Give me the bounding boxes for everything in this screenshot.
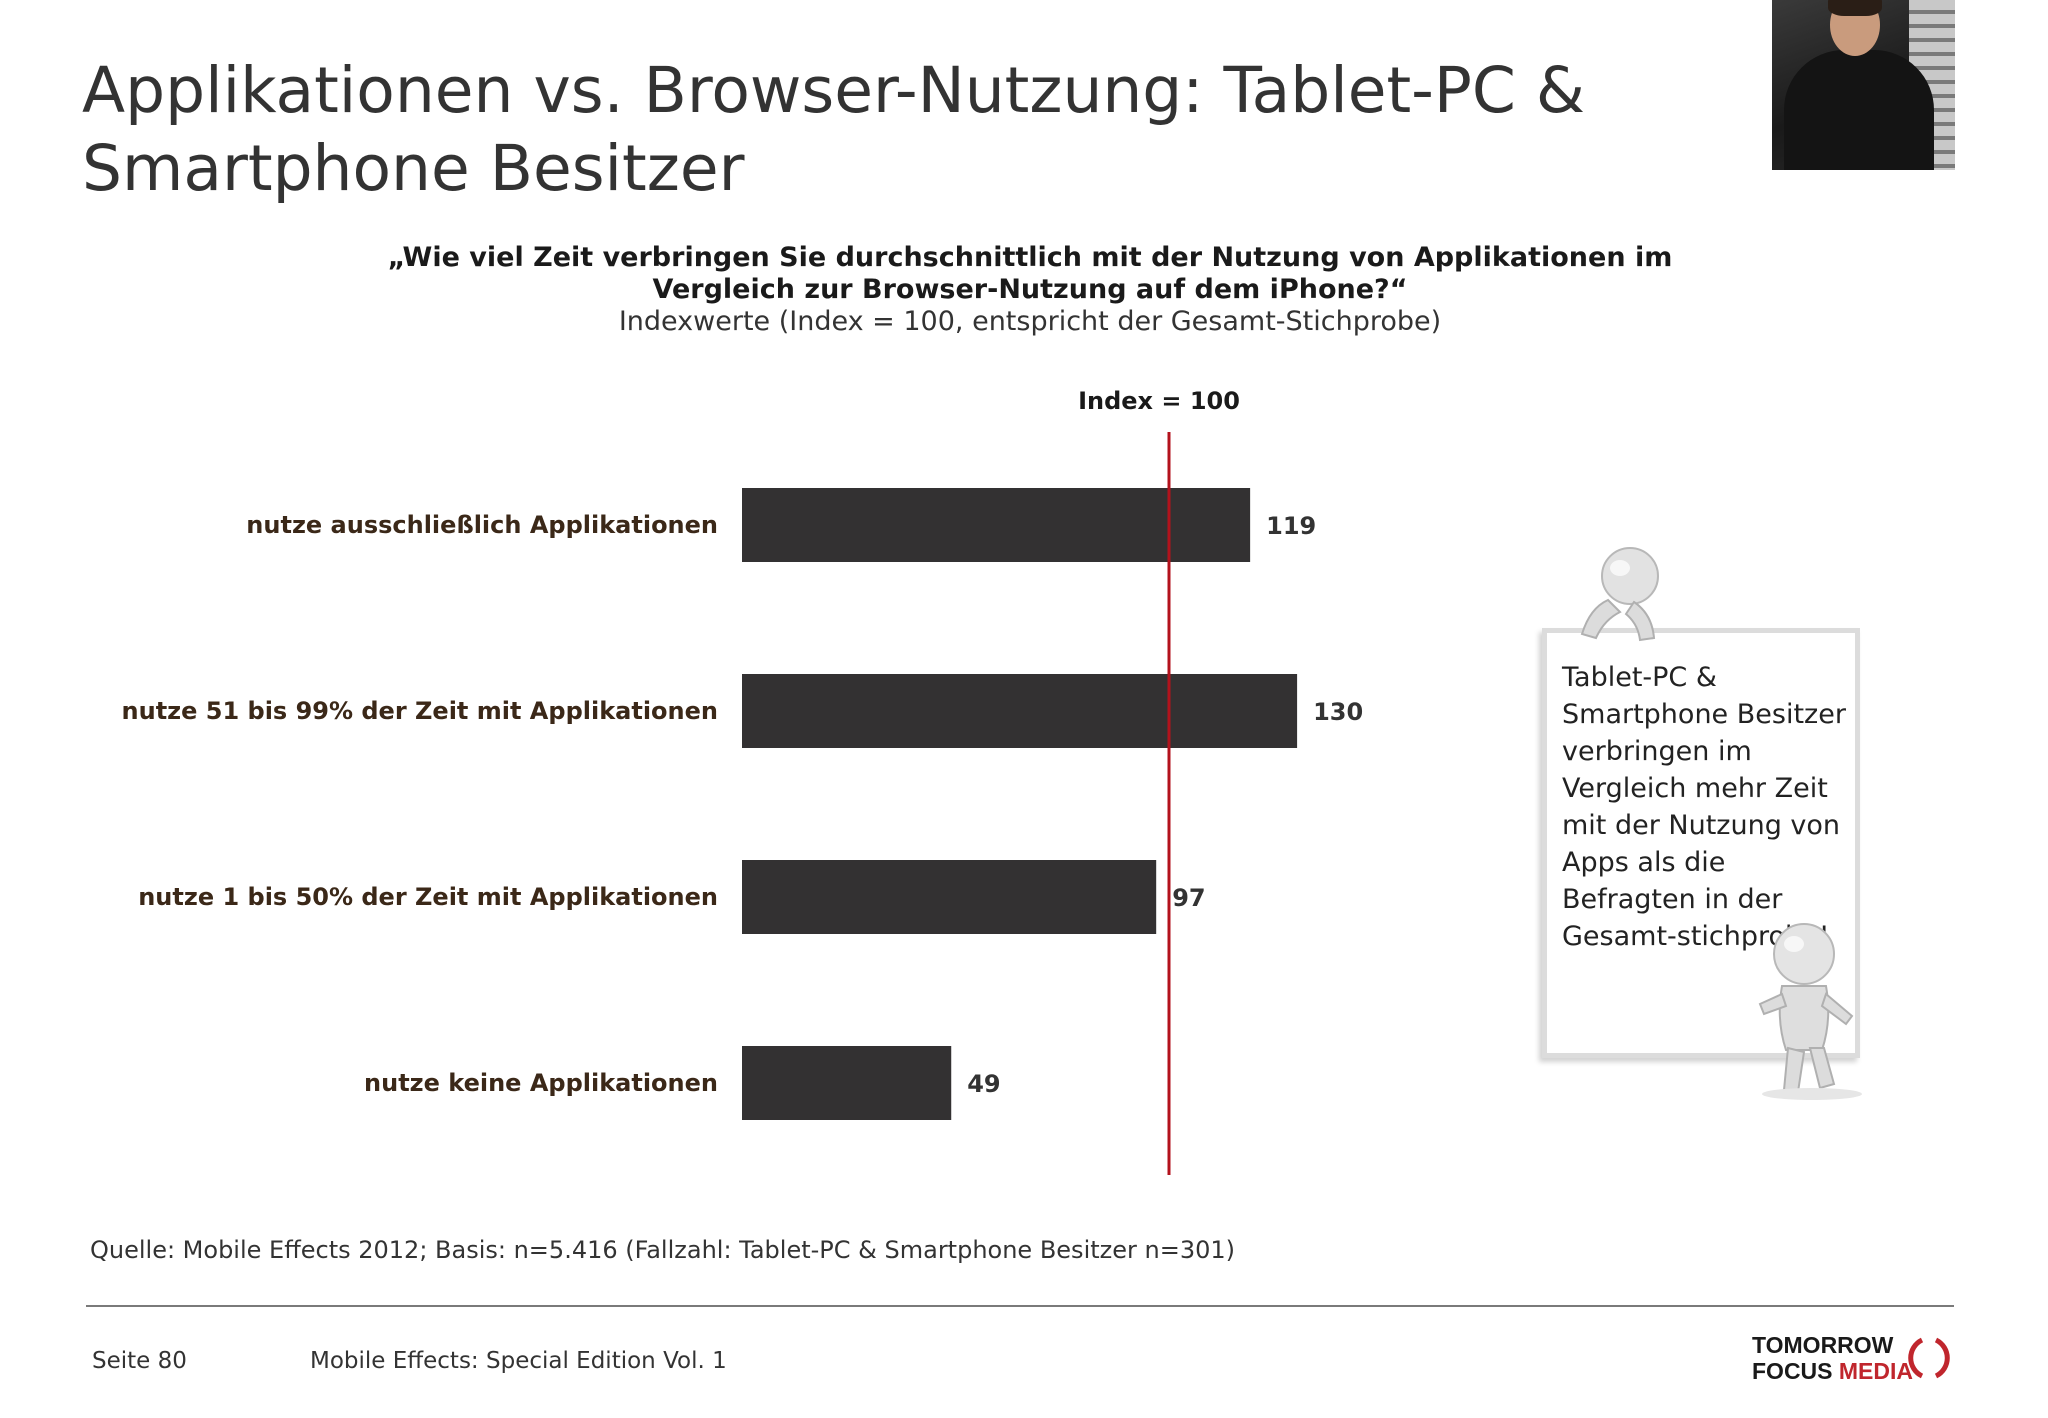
- footer-divider: [86, 1305, 1954, 1307]
- value-label: 130: [1313, 698, 1363, 726]
- value-label: 97: [1172, 884, 1205, 912]
- category-label: nutze 1 bis 50% der Zeit mit Applikation…: [138, 883, 718, 911]
- tomorrow-focus-media-logo: TOMORROW FOCUS MEDIA: [1752, 1332, 1962, 1385]
- publication-name: Mobile Effects: Special Edition Vol. 1: [310, 1348, 727, 1374]
- source-note: Quelle: Mobile Effects 2012; Basis: n=5.…: [90, 1236, 1235, 1264]
- page-title: Applikationen vs. Browser-Nutzung: Table…: [82, 54, 1586, 205]
- chart-title: „Wie viel Zeit verbringen Sie durchschni…: [387, 242, 1673, 305]
- bar: [742, 674, 1298, 748]
- bar: [742, 860, 1157, 934]
- bar: [742, 488, 1251, 562]
- bars-group: nutze ausschließlich Applikationen 119 nut…: [122, 387, 1363, 1175]
- logo-text-media: MEDIA: [1838, 1358, 1914, 1384]
- value-label: 49: [967, 1070, 1000, 1098]
- logo-text-tomorrow: TOMORROW: [1752, 1332, 1894, 1358]
- photo-person-hair: [1828, 0, 1882, 16]
- value-label: 119: [1266, 512, 1316, 540]
- category-label: nutze ausschließlich Applikationen: [246, 511, 718, 539]
- logo-text-focus-media: FOCUS MEDIA: [1752, 1358, 1913, 1385]
- logo-mark-icon: [1908, 1337, 1950, 1379]
- category-label: nutze keine Applikationen: [364, 1069, 718, 1097]
- figure-peeking-icon: [1580, 547, 1659, 642]
- callout-text: Tablet-PC & Smartphone Besitzer verbring…: [1562, 662, 1846, 952]
- reference-line-label: Index = 100: [1078, 387, 1240, 415]
- figure-standing-icon: [1758, 923, 1862, 1100]
- person-photo: [1772, 0, 1955, 170]
- photo-person-body: [1784, 50, 1934, 170]
- bar: [742, 1046, 952, 1120]
- chart-subtitle: Indexwerte (Index = 100, entspricht der …: [618, 306, 1442, 337]
- page-number: Seite 80: [92, 1348, 187, 1374]
- logo-text-focus: FOCUS: [1752, 1358, 1833, 1384]
- category-label: nutze 51 bis 99% der Zeit mit Applikatio…: [122, 697, 718, 725]
- bar-chart: nutze ausschließlich Applikationen 119 nut…: [122, 387, 1363, 1175]
